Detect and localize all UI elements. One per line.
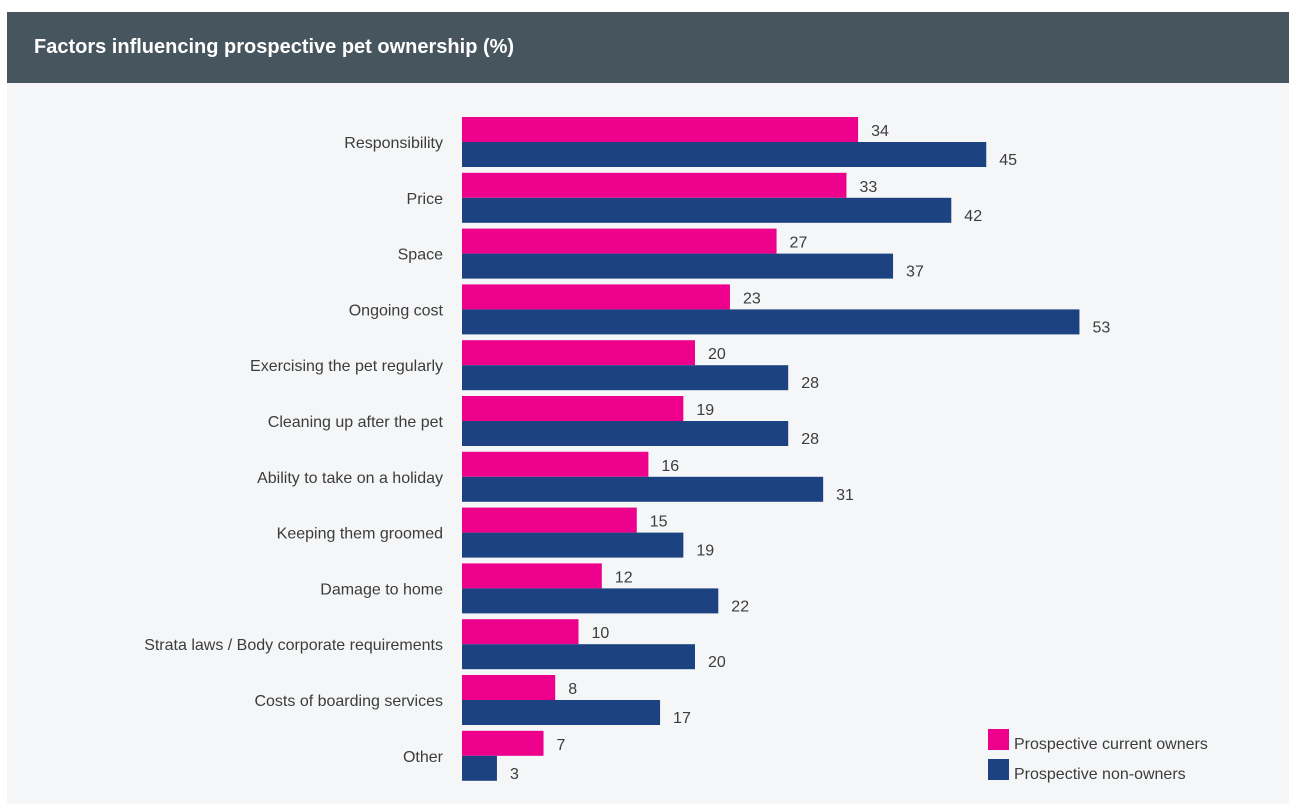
data-label-cleaning-up-after-the-pet-series-1: 19 xyxy=(696,402,714,419)
bar-ongoing-cost-series-2 xyxy=(462,309,1080,335)
bar-keeping-them-groomed-series-2 xyxy=(462,532,684,558)
category-label-ongoing-cost: Ongoing cost xyxy=(349,302,444,319)
bar-price-series-2 xyxy=(462,197,952,223)
bar-exercising-the-pet-regularly-series-1 xyxy=(462,340,695,366)
bar-price-series-1 xyxy=(462,172,847,198)
data-label-cleaning-up-after-the-pet-series-2: 28 xyxy=(801,431,819,448)
category-label-strata-laws-body-corporate-requirements: Strata laws / Body corporate requirement… xyxy=(144,637,443,654)
data-label-ongoing-cost-series-2: 53 xyxy=(1092,319,1110,336)
data-labels-group: 3445334227372353202819281631151912221020… xyxy=(510,123,1110,783)
bar-other-series-2 xyxy=(462,755,497,781)
data-label-strata-laws-body-corporate-requirements-series-2: 20 xyxy=(708,654,726,671)
category-label-cleaning-up-after-the-pet: Cleaning up after the pet xyxy=(268,414,444,431)
data-label-costs-of-boarding-services-series-1: 8 xyxy=(568,681,577,698)
bar-responsibility-series-1 xyxy=(462,117,859,142)
data-label-ability-to-take-on-a-holiday-series-1: 16 xyxy=(661,458,679,475)
data-label-price-series-1: 33 xyxy=(859,179,877,196)
data-label-other-series-2: 3 xyxy=(510,766,519,783)
category-label-exercising-the-pet-regularly: Exercising the pet regularly xyxy=(250,358,443,375)
data-label-ongoing-cost-series-1: 23 xyxy=(743,290,761,307)
data-label-price-series-2: 42 xyxy=(964,208,982,225)
category-label-price: Price xyxy=(407,191,444,208)
legend-label-series-1: Prospective current owners xyxy=(1014,736,1208,753)
bar-costs-of-boarding-services-series-1 xyxy=(462,675,556,700)
category-label-damage-to-home: Damage to home xyxy=(320,581,443,598)
data-label-exercising-the-pet-regularly-series-2: 28 xyxy=(801,375,819,392)
chart-title: Factors influencing prospective pet owne… xyxy=(34,36,515,58)
data-label-ability-to-take-on-a-holiday-series-2: 31 xyxy=(836,487,854,504)
data-label-responsibility-series-1: 34 xyxy=(871,123,889,140)
category-label-costs-of-boarding-services: Costs of boarding services xyxy=(254,693,443,710)
legend-swatch-series-2 xyxy=(988,759,1009,780)
legend-label-series-2: Prospective non-owners xyxy=(1014,766,1186,783)
category-label-space: Space xyxy=(398,247,443,264)
chart-header: Factors influencing prospective pet owne… xyxy=(7,12,1289,83)
data-label-space-series-1: 27 xyxy=(790,235,808,252)
data-label-costs-of-boarding-services-series-2: 17 xyxy=(673,710,691,727)
bar-cleaning-up-after-the-pet-series-1 xyxy=(462,396,684,421)
data-label-keeping-them-groomed-series-1: 15 xyxy=(650,514,668,531)
bar-strata-laws-body-corporate-requirements-series-1 xyxy=(462,619,579,645)
data-label-damage-to-home-series-2: 22 xyxy=(731,598,749,615)
data-label-strata-laws-body-corporate-requirements-series-1: 10 xyxy=(592,625,610,642)
bar-ability-to-take-on-a-holiday-series-1 xyxy=(462,451,649,477)
bar-ability-to-take-on-a-holiday-series-2 xyxy=(462,476,824,502)
category-label-ability-to-take-on-a-holiday: Ability to take on a holiday xyxy=(257,470,443,487)
bar-damage-to-home-series-2 xyxy=(462,588,719,614)
bar-exercising-the-pet-regularly-series-2 xyxy=(462,365,789,391)
bar-keeping-them-groomed-series-1 xyxy=(462,507,637,533)
data-label-exercising-the-pet-regularly-series-1: 20 xyxy=(708,346,726,363)
bars-group xyxy=(462,117,1080,781)
data-label-space-series-2: 37 xyxy=(906,264,924,281)
bar-cleaning-up-after-the-pet-series-2 xyxy=(462,421,789,446)
bar-responsibility-series-2 xyxy=(462,142,987,167)
bar-ongoing-cost-series-1 xyxy=(462,284,730,310)
bar-strata-laws-body-corporate-requirements-series-2 xyxy=(462,644,695,670)
bar-costs-of-boarding-services-series-2 xyxy=(462,700,661,725)
legend-swatch-series-1 xyxy=(988,729,1009,750)
data-label-responsibility-series-2: 45 xyxy=(999,152,1017,169)
legend: Prospective current owners Prospective no… xyxy=(988,729,1208,783)
bar-other-series-1 xyxy=(462,730,544,756)
category-labels-group: Responsibility Price Space Ongoing cost Exer… xyxy=(144,135,443,766)
category-label-other: Other xyxy=(403,749,444,766)
data-label-other-series-1: 7 xyxy=(557,737,566,754)
data-label-damage-to-home-series-1: 12 xyxy=(615,569,633,586)
bar-space-series-1 xyxy=(462,228,777,254)
category-label-responsibility: Responsibility xyxy=(344,135,443,152)
bar-space-series-2 xyxy=(462,253,894,279)
bar-damage-to-home-series-1 xyxy=(462,563,602,589)
data-label-keeping-them-groomed-series-2: 19 xyxy=(696,543,714,560)
category-label-keeping-them-groomed: Keeping them groomed xyxy=(277,526,443,543)
